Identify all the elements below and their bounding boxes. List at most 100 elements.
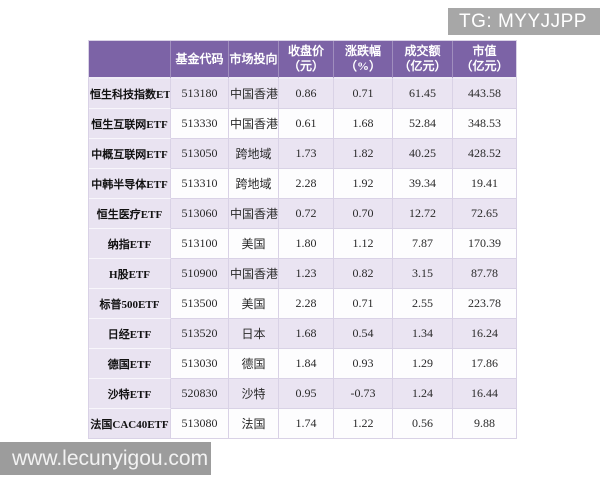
turnover-cell: 1.34 <box>393 319 453 349</box>
name-cell: 法国CAC40ETF <box>89 409 171 438</box>
turnover-cell: 52.84 <box>393 109 453 139</box>
table-row: 法国CAC40ETF 513080 法国 1.74 1.22 0.56 9.88 <box>89 409 516 438</box>
close-cell: 0.95 <box>279 379 334 409</box>
telegram-badge-text: TG: MYYJJPP <box>459 11 587 32</box>
table-row: 日经ETF 513520 日本 1.68 0.54 1.34 16.24 <box>89 319 516 349</box>
close-cell: 0.86 <box>279 79 334 109</box>
table-row: 恒生科技指数ETF 513180 中国香港 0.86 0.71 61.45 443.58 <box>89 79 516 109</box>
code-cell: 513030 <box>171 349 229 379</box>
turnover-cell: 12.72 <box>393 199 453 229</box>
col-header-mcap: 市值 （亿元） <box>453 41 516 79</box>
name-cell: 恒生医疗ETF <box>89 199 171 229</box>
change-cell: 1.22 <box>334 409 393 438</box>
code-cell: 513080 <box>171 409 229 438</box>
close-cell: 1.23 <box>279 259 334 289</box>
table-body: 恒生科技指数ETF 513180 中国香港 0.86 0.71 61.45 443.58 恒生… <box>89 79 516 438</box>
market-cell: 法国 <box>229 409 279 438</box>
mcap-cell: 87.78 <box>453 259 516 289</box>
mcap-cell: 170.39 <box>453 229 516 259</box>
col-header-turnover: 成交额 （亿元） <box>393 41 453 79</box>
change-cell: -0.73 <box>334 379 393 409</box>
close-cell: 1.80 <box>279 229 334 259</box>
mcap-cell: 17.86 <box>453 349 516 379</box>
code-cell: 513330 <box>171 109 229 139</box>
market-cell: 跨地域 <box>229 139 279 169</box>
change-cell: 1.12 <box>334 229 393 259</box>
name-cell: 标普500ETF <box>89 289 171 319</box>
col-header-market: 市场投向 <box>229 41 279 79</box>
table-row: 恒生互联网ETF 513330 中国香港 0.61 1.68 52.84 348.53 <box>89 109 516 139</box>
table-row: 中韩半导体ETF 513310 跨地域 2.28 1.92 39.34 19.41 <box>89 169 516 199</box>
turnover-cell: 39.34 <box>393 169 453 199</box>
change-cell: 0.54 <box>334 319 393 349</box>
close-cell: 1.84 <box>279 349 334 379</box>
market-cell: 中国香港 <box>229 109 279 139</box>
code-cell: 513060 <box>171 199 229 229</box>
close-cell: 0.61 <box>279 109 334 139</box>
close-cell: 2.28 <box>279 169 334 199</box>
name-cell: 恒生互联网ETF <box>89 109 171 139</box>
change-cell: 0.93 <box>334 349 393 379</box>
name-cell: H股ETF <box>89 259 171 289</box>
code-cell: 520830 <box>171 379 229 409</box>
change-cell: 0.70 <box>334 199 393 229</box>
col-header-close: 收盘价 （元） <box>279 41 334 79</box>
change-cell: 0.82 <box>334 259 393 289</box>
turnover-cell: 2.55 <box>393 289 453 319</box>
turnover-cell: 1.29 <box>393 349 453 379</box>
market-cell: 美国 <box>229 289 279 319</box>
turnover-cell: 61.45 <box>393 79 453 109</box>
mcap-cell: 16.44 <box>453 379 516 409</box>
change-cell: 0.71 <box>334 289 393 319</box>
etf-data-table: 基金代码 市场投向 收盘价 （元） 涨跌幅 （%） 成交额 （亿元） 市值 （亿元） 恒生科技指数… <box>88 40 517 439</box>
turnover-cell: 1.24 <box>393 379 453 409</box>
turnover-cell: 3.15 <box>393 259 453 289</box>
market-cell: 德国 <box>229 349 279 379</box>
change-cell: 0.71 <box>334 79 393 109</box>
code-cell: 513180 <box>171 79 229 109</box>
change-cell: 1.82 <box>334 139 393 169</box>
market-cell: 中国香港 <box>229 199 279 229</box>
table-row: 中概互联网ETF 513050 跨地域 1.73 1.82 40.25 428.52 <box>89 139 516 169</box>
turnover-cell: 7.87 <box>393 229 453 259</box>
telegram-badge: TG: MYYJJPP <box>448 8 600 35</box>
change-cell: 1.68 <box>334 109 393 139</box>
market-cell: 中国香港 <box>229 79 279 109</box>
code-cell: 513100 <box>171 229 229 259</box>
mcap-cell: 223.78 <box>453 289 516 319</box>
name-cell: 纳指ETF <box>89 229 171 259</box>
col-header-change: 涨跌幅 （%） <box>334 41 393 79</box>
header-row: 基金代码 市场投向 收盘价 （元） 涨跌幅 （%） 成交额 （亿元） 市值 （亿元） <box>89 41 516 79</box>
close-cell: 2.28 <box>279 289 334 319</box>
name-cell: 恒生科技指数ETF <box>89 79 171 109</box>
code-cell: 513500 <box>171 289 229 319</box>
table-row: 标普500ETF 513500 美国 2.28 0.71 2.55 223.78 <box>89 289 516 319</box>
code-cell: 513310 <box>171 169 229 199</box>
market-cell: 中国香港 <box>229 259 279 289</box>
close-cell: 1.73 <box>279 139 334 169</box>
table-row: H股ETF 510900 中国香港 1.23 0.82 3.15 87.78 <box>89 259 516 289</box>
mcap-cell: 9.88 <box>453 409 516 438</box>
table-row: 德国ETF 513030 德国 1.84 0.93 1.29 17.86 <box>89 349 516 379</box>
name-cell: 日经ETF <box>89 319 171 349</box>
table-row: 恒生医疗ETF 513060 中国香港 0.72 0.70 12.72 72.65 <box>89 199 516 229</box>
market-cell: 美国 <box>229 229 279 259</box>
site-watermark: www.lecunyigou.com <box>0 442 211 475</box>
close-cell: 1.74 <box>279 409 334 438</box>
table-row: 沙特ETF 520830 沙特 0.95 -0.73 1.24 16.44 <box>89 379 516 409</box>
change-cell: 1.92 <box>334 169 393 199</box>
market-cell: 沙特 <box>229 379 279 409</box>
table-row: 纳指ETF 513100 美国 1.80 1.12 7.87 170.39 <box>89 229 516 259</box>
code-cell: 513050 <box>171 139 229 169</box>
close-cell: 0.72 <box>279 199 334 229</box>
name-cell: 中概互联网ETF <box>89 139 171 169</box>
close-cell: 1.68 <box>279 319 334 349</box>
col-header-name <box>89 41 171 79</box>
market-cell: 日本 <box>229 319 279 349</box>
turnover-cell: 40.25 <box>393 139 453 169</box>
mcap-cell: 443.58 <box>453 79 516 109</box>
market-cell: 跨地域 <box>229 169 279 199</box>
name-cell: 沙特ETF <box>89 379 171 409</box>
turnover-cell: 0.56 <box>393 409 453 438</box>
mcap-cell: 72.65 <box>453 199 516 229</box>
